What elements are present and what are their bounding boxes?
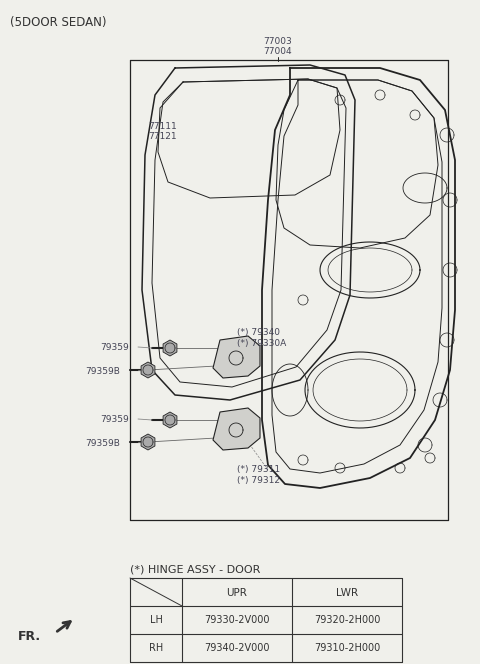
Text: 77003: 77003: [264, 37, 292, 46]
Text: 79320-2H000: 79320-2H000: [314, 615, 380, 625]
Text: 77121: 77121: [148, 132, 177, 141]
Text: 77111: 77111: [148, 122, 177, 131]
Polygon shape: [141, 434, 155, 450]
Text: FR.: FR.: [18, 629, 41, 643]
Text: LWR: LWR: [336, 588, 358, 598]
Text: (*) 79312: (*) 79312: [237, 476, 280, 485]
Text: 77004: 77004: [264, 47, 292, 56]
Text: 79359B: 79359B: [85, 367, 120, 376]
Text: (*) 79330A: (*) 79330A: [237, 339, 286, 348]
Polygon shape: [213, 408, 260, 450]
Polygon shape: [141, 362, 155, 378]
Text: 79310-2H000: 79310-2H000: [314, 643, 380, 653]
Text: 79359: 79359: [100, 343, 129, 352]
Polygon shape: [213, 336, 260, 378]
Text: 79340-2V000: 79340-2V000: [204, 643, 270, 653]
Text: RH: RH: [149, 643, 163, 653]
Polygon shape: [163, 340, 177, 356]
Text: 79330-2V000: 79330-2V000: [204, 615, 270, 625]
Text: 79359B: 79359B: [85, 439, 120, 448]
Text: UPR: UPR: [227, 588, 247, 598]
Text: LH: LH: [150, 615, 162, 625]
Text: (5DOOR SEDAN): (5DOOR SEDAN): [10, 16, 107, 29]
Text: (*) 79340: (*) 79340: [237, 328, 280, 337]
Text: (*) 79311: (*) 79311: [237, 465, 280, 474]
Text: 79359: 79359: [100, 415, 129, 424]
Text: (*) HINGE ASSY - DOOR: (*) HINGE ASSY - DOOR: [130, 565, 260, 575]
Polygon shape: [163, 412, 177, 428]
